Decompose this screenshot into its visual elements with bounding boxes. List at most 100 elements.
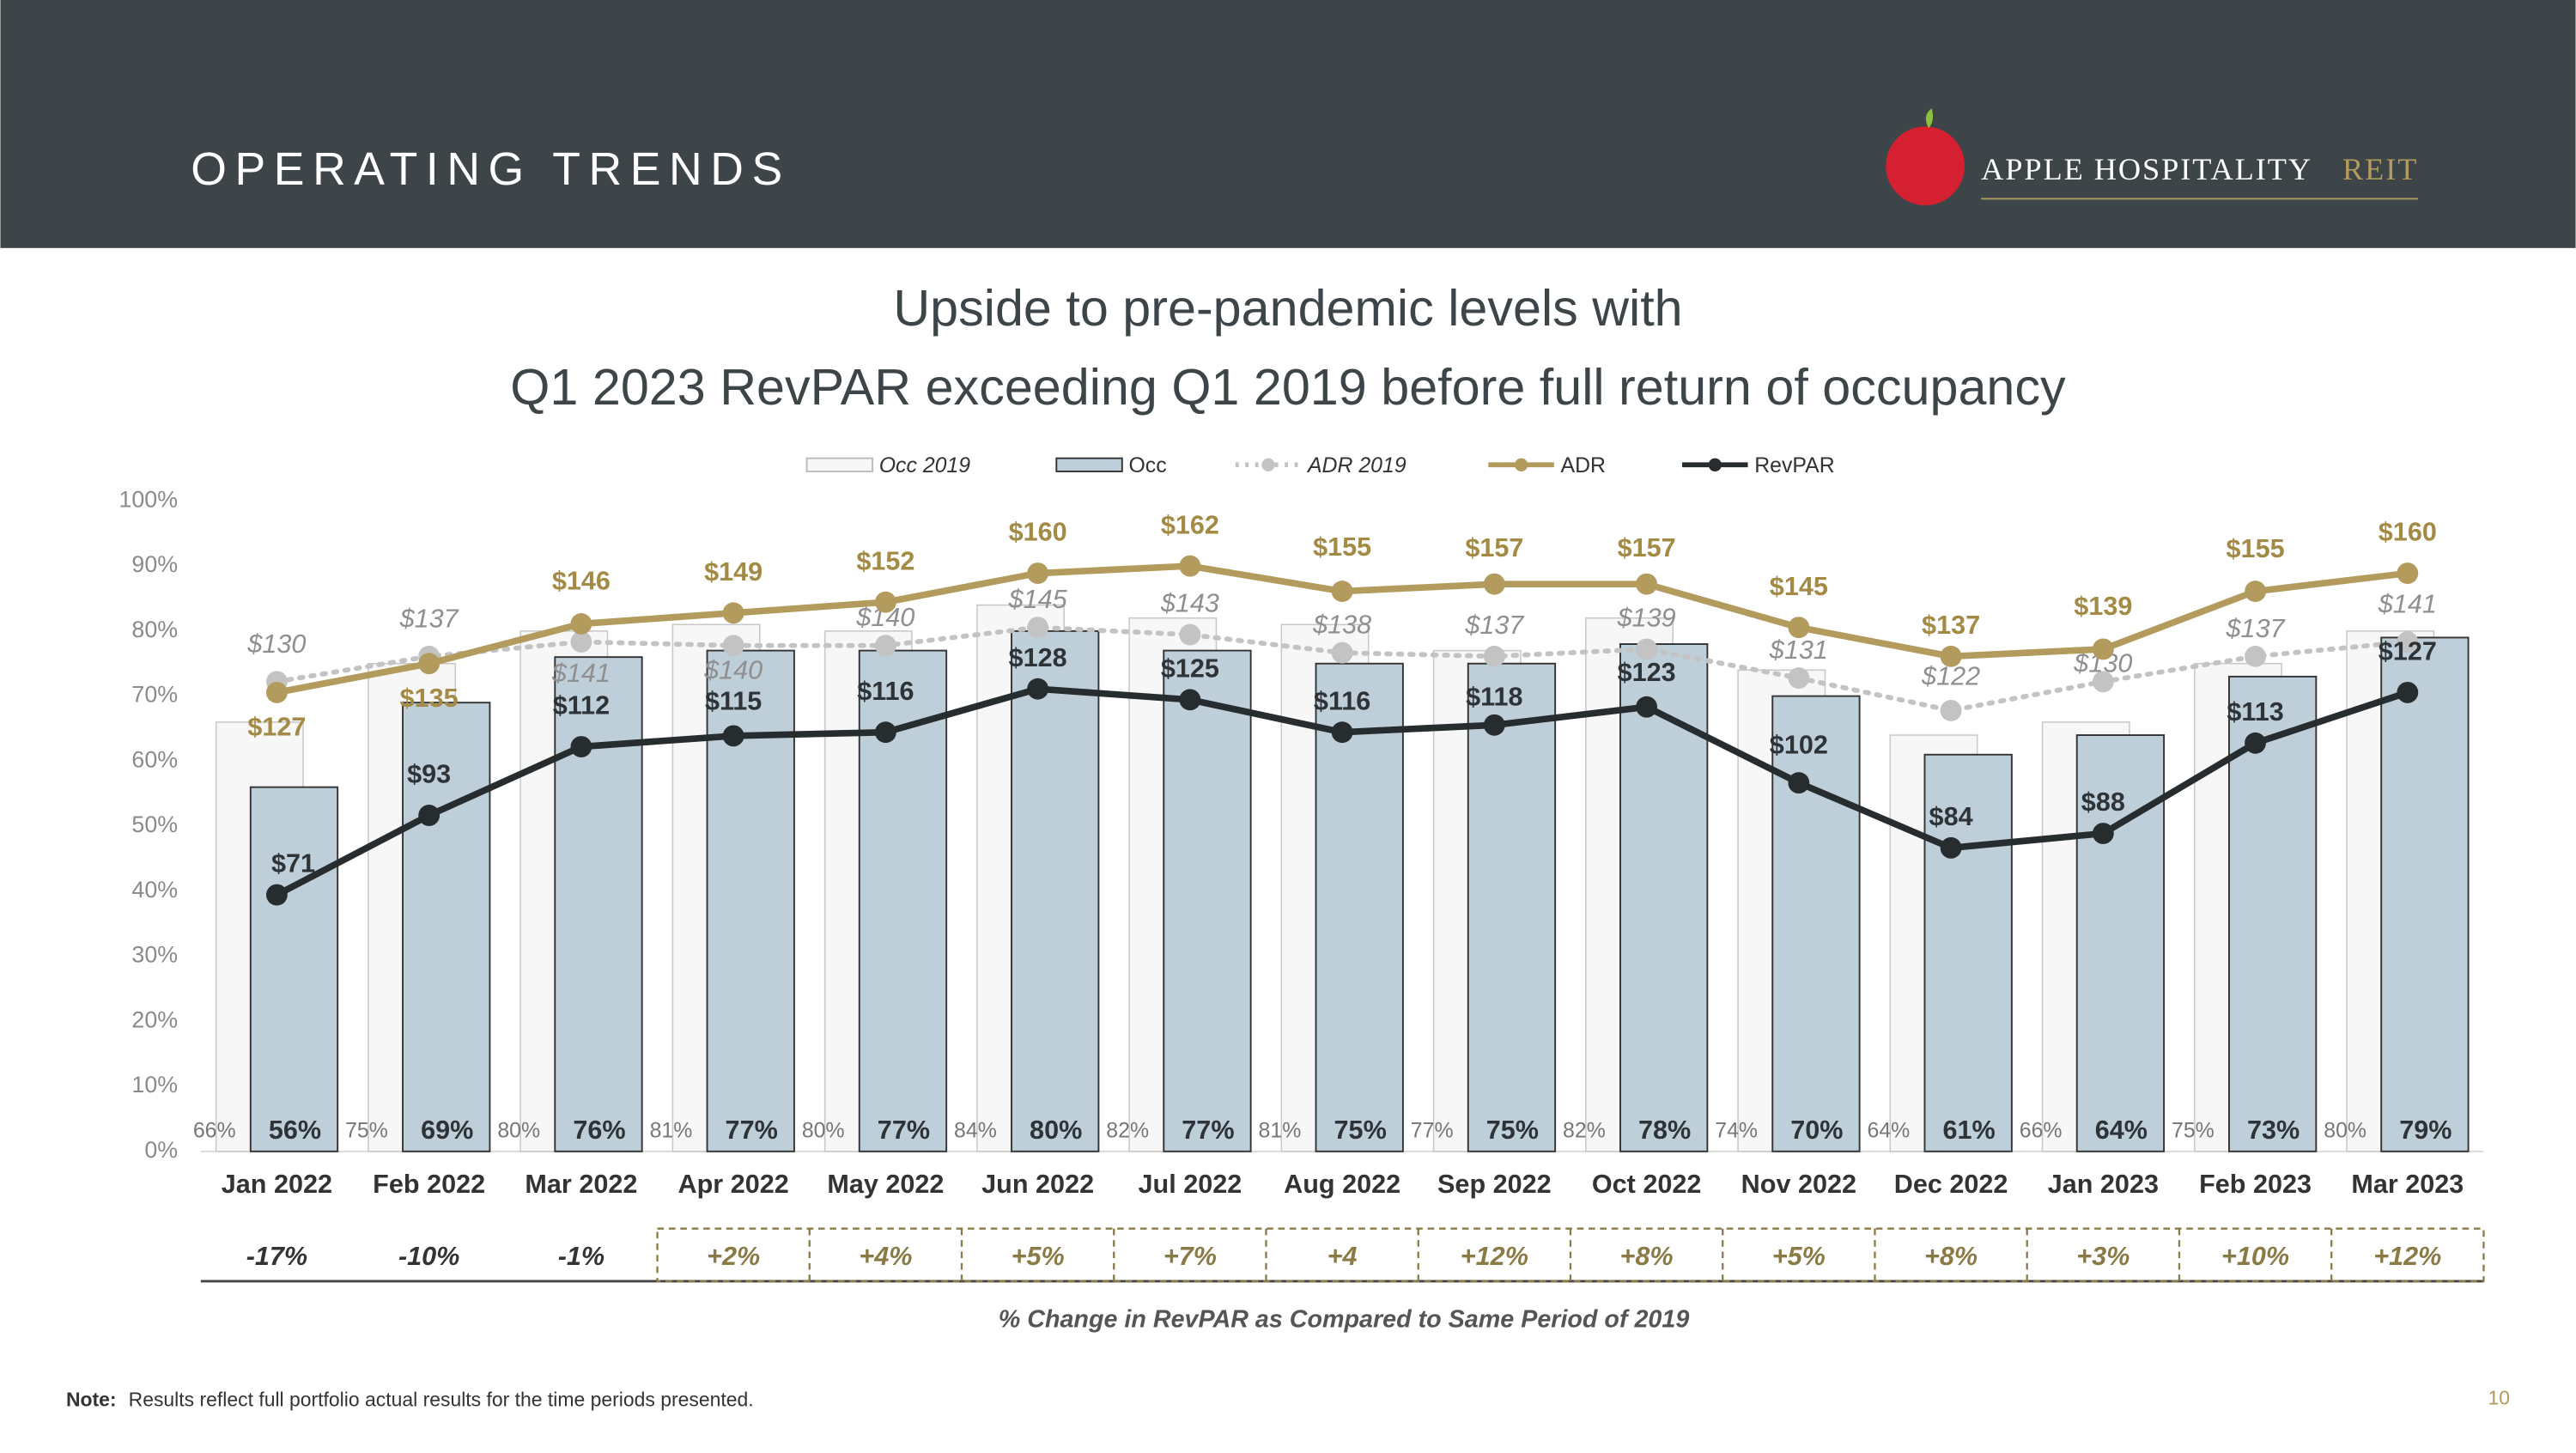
point	[1179, 555, 1201, 577]
change-label: +4	[1327, 1242, 1358, 1271]
bar-label: 80%	[802, 1118, 845, 1142]
change-label: +8%	[1620, 1242, 1674, 1271]
chart-title: Upside to pre-pandemic levels with	[893, 279, 1682, 337]
bar	[1163, 649, 1252, 1152]
note: Results reflect full portfolio actual re…	[129, 1389, 754, 1411]
point	[2092, 638, 2114, 660]
point	[722, 725, 744, 747]
point-label: $123	[1618, 658, 1676, 687]
point-label: $139	[2074, 592, 2132, 621]
bar-label: 80%	[2324, 1118, 2366, 1142]
legend-label: Occ 2019	[879, 453, 971, 477]
logo-apple	[1886, 126, 1965, 206]
change-label: +8%	[1924, 1242, 1978, 1271]
point-label: $155	[1313, 532, 1371, 562]
point	[2397, 631, 2419, 653]
bar	[706, 649, 795, 1152]
point-label: $162	[1161, 510, 1219, 539]
page-number: 10	[2488, 1387, 2511, 1409]
bar	[554, 656, 643, 1152]
change-label: +3%	[2076, 1242, 2129, 1271]
bar	[402, 702, 491, 1152]
point	[2092, 671, 2114, 693]
point	[2245, 645, 2267, 667]
point-label: $141	[551, 659, 611, 688]
legend-label: RevPAR	[1754, 453, 1834, 477]
legend-swatch	[1514, 458, 1528, 471]
bar-label: 84%	[954, 1118, 997, 1142]
point	[418, 653, 440, 675]
point	[1027, 678, 1049, 700]
x-tick-label: Jan 2022	[222, 1170, 332, 1199]
point	[722, 602, 744, 624]
legend-swatch	[1055, 457, 1123, 472]
point	[1483, 573, 1505, 595]
bar-label: 82%	[1106, 1118, 1149, 1142]
bar-label: 73%	[2247, 1116, 2300, 1145]
point-label: $140	[703, 655, 762, 684]
point-label: $88	[2081, 787, 2125, 817]
point	[1483, 714, 1505, 736]
point-label: $160	[1009, 518, 1067, 547]
point-label: $149	[704, 557, 762, 587]
point-label: $155	[2227, 534, 2285, 563]
bar-label: 69%	[421, 1116, 473, 1145]
y-tick-label: 70%	[131, 682, 178, 708]
y-tick-label: 0%	[144, 1137, 178, 1163]
change-label: +7%	[1163, 1242, 1217, 1271]
y-tick-label: 90%	[131, 551, 178, 577]
change-label: +12%	[1461, 1242, 1528, 1271]
logo-suffix: REIT	[2342, 152, 2418, 186]
bar	[249, 786, 339, 1152]
point-label: $137	[1922, 611, 1980, 640]
bar-label: 76%	[573, 1116, 625, 1145]
point-label: $116	[857, 677, 914, 706]
legend-swatch	[1708, 458, 1722, 471]
x-tick-label: Jun 2022	[981, 1170, 1094, 1199]
point	[1179, 689, 1201, 711]
point	[2245, 732, 2267, 754]
y-tick-label: 80%	[131, 617, 178, 642]
change-label: -1%	[558, 1242, 605, 1271]
logo-leaf	[1925, 108, 1934, 129]
point	[570, 736, 592, 757]
logo: APPLE HOSPITALITY REIT	[1886, 108, 2418, 206]
point	[1027, 617, 1049, 639]
point	[265, 681, 288, 703]
bar-label: 66%	[2020, 1118, 2063, 1142]
bar-label: 66%	[193, 1118, 236, 1142]
x-tick-label: Nov 2022	[1741, 1170, 1856, 1199]
change-label: +2%	[707, 1242, 760, 1271]
logo-name: APPLE HOSPITALITY	[1981, 152, 2312, 186]
bar	[1771, 695, 1861, 1152]
legend-label: ADR	[1561, 453, 1607, 477]
chart-title: Q1 2023 RevPAR exceeding Q1 2019 before …	[510, 358, 2066, 416]
bar-label: 75%	[2172, 1118, 2215, 1142]
point	[1788, 617, 1810, 639]
point-label: $135	[400, 684, 459, 713]
note-label: Note:	[66, 1389, 117, 1411]
y-tick-label: 60%	[131, 746, 178, 772]
point	[722, 635, 744, 657]
legend-label: Occ	[1128, 453, 1166, 477]
x-tick-label: May 2022	[827, 1170, 944, 1199]
header-title: OPERATING TRENDS	[191, 144, 790, 195]
point	[2245, 581, 2267, 603]
change-title: % Change in RevPAR as Compared to Same P…	[999, 1305, 1690, 1333]
point-label: $139	[1617, 604, 1676, 633]
point	[1940, 700, 1962, 721]
x-tick-label: Mar 2022	[525, 1170, 637, 1199]
point	[2397, 562, 2419, 584]
point	[418, 805, 440, 826]
x-tick-label: Jan 2023	[2048, 1170, 2159, 1199]
point-label: $152	[856, 546, 914, 575]
point	[1179, 623, 1201, 646]
change-label: +5%	[1012, 1242, 1065, 1271]
point	[1027, 562, 1049, 584]
point-label: $137	[2226, 614, 2286, 643]
point	[874, 591, 896, 613]
point-label: $131	[1769, 635, 1828, 665]
bar	[1315, 662, 1404, 1152]
point-label: $137	[399, 604, 459, 633]
bar-label: 80%	[497, 1118, 540, 1142]
